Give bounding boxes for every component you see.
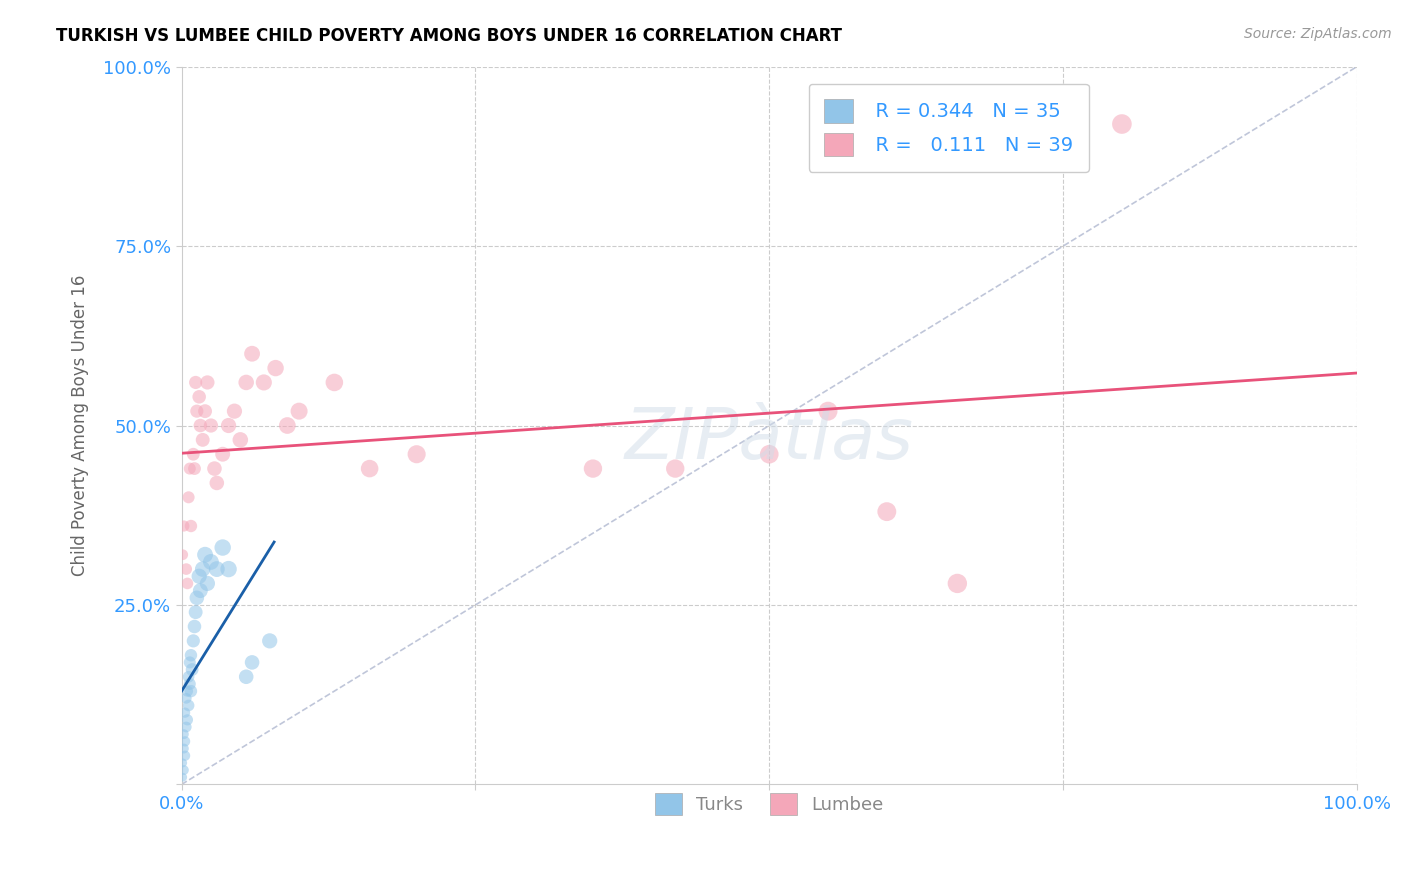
Point (172, 770, 194, 784)
Point (174, 691, 197, 706)
Point (211, 447, 233, 461)
Point (197, 376, 219, 390)
Point (240, 347, 263, 361)
Point (323, 376, 346, 390)
Point (224, 404, 246, 418)
Point (186, 404, 208, 418)
Point (188, 418, 211, 433)
Point (172, 756, 194, 770)
Point (181, 663, 204, 677)
Point (664, 461, 686, 475)
Text: TURKISH VS LUMBEE CHILD POVERTY AMONG BOYS UNDER 16 CORRELATION CHART: TURKISH VS LUMBEE CHILD POVERTY AMONG BO… (56, 27, 842, 45)
Point (186, 591, 208, 605)
Point (188, 390, 211, 404)
Point (177, 491, 200, 505)
Point (235, 376, 257, 390)
Point (173, 741, 195, 756)
Point (276, 418, 298, 433)
Point (184, 376, 207, 390)
Point (180, 519, 202, 533)
Point (184, 605, 207, 619)
Legend: Turks, Lumbee: Turks, Lumbee (644, 782, 894, 826)
Point (758, 447, 780, 461)
Point (582, 461, 605, 475)
Point (183, 619, 205, 633)
Point (177, 670, 200, 684)
Point (288, 404, 311, 418)
Point (817, 404, 839, 418)
Point (405, 447, 427, 461)
Point (240, 656, 263, 670)
Point (204, 461, 226, 475)
Point (194, 548, 217, 562)
Point (188, 569, 211, 583)
Point (174, 720, 197, 734)
Point (876, 505, 898, 519)
Point (174, 734, 197, 748)
Point (253, 376, 276, 390)
Point (211, 541, 233, 555)
Point (173, 763, 195, 777)
Point (264, 361, 287, 376)
Point (235, 670, 257, 684)
Point (183, 461, 205, 475)
Point (176, 576, 198, 591)
Point (176, 713, 198, 727)
Point (218, 562, 240, 576)
Point (172, 548, 194, 562)
Text: Source: ZipAtlas.com: Source: ZipAtlas.com (1244, 27, 1392, 41)
Point (177, 698, 200, 713)
Point (179, 677, 201, 691)
Point (191, 433, 214, 447)
Point (191, 562, 214, 576)
Point (179, 461, 201, 475)
Text: ZIPàtlas: ZIPàtlas (624, 405, 914, 475)
Point (218, 418, 240, 433)
Point (197, 576, 219, 591)
Point (181, 633, 204, 648)
Point (188, 583, 211, 598)
Point (1111, 117, 1133, 131)
Y-axis label: Child Poverty Among Boys Under 16: Child Poverty Among Boys Under 16 (72, 275, 89, 576)
Point (173, 727, 195, 741)
Point (200, 418, 222, 433)
Point (229, 433, 252, 447)
Point (194, 404, 217, 418)
Point (946, 576, 969, 591)
Point (359, 461, 381, 475)
Point (176, 684, 198, 698)
Point (180, 648, 202, 663)
Point (181, 447, 204, 461)
Point (173, 519, 195, 533)
Point (205, 475, 228, 490)
Point (174, 748, 197, 763)
Point (174, 706, 197, 720)
Point (180, 684, 202, 698)
Point (205, 562, 228, 576)
Point (259, 633, 281, 648)
Point (200, 555, 222, 569)
Point (179, 656, 201, 670)
Point (174, 562, 197, 576)
